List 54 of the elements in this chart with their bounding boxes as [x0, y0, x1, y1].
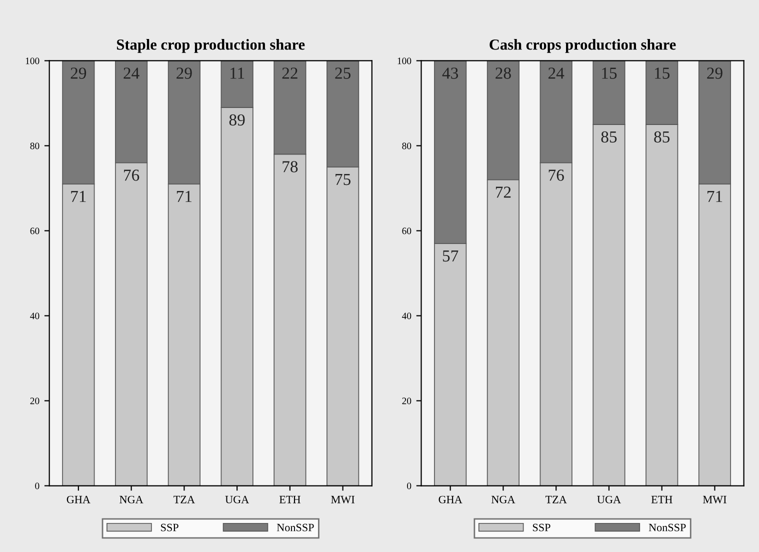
- x-tick-label: MWI: [703, 496, 726, 504]
- data-label: 71: [71, 190, 86, 202]
- data-label: 85: [601, 131, 617, 143]
- y-tick-label: 80: [402, 142, 412, 150]
- y-tick-label: 60: [30, 228, 40, 234]
- data-label: 72: [496, 186, 511, 198]
- data-label: 15: [654, 68, 670, 79]
- data-label: 89: [229, 114, 245, 126]
- x-tick-label: ETH: [651, 496, 672, 504]
- data-label: 75: [336, 174, 351, 186]
- data-label: 76: [548, 170, 564, 181]
- legend-label: SSP: [161, 524, 178, 532]
- data-label: 11: [230, 68, 244, 79]
- y-tick-label: 100: [398, 58, 412, 64]
- x-tick-label: GHA: [66, 496, 90, 504]
- x-tick-label: UGA: [225, 496, 250, 504]
- x-tick-label: MWI: [331, 496, 354, 504]
- x-tick-label: GHA: [438, 496, 462, 504]
- data-label: 29: [707, 68, 722, 79]
- x-tick-label: TZA: [545, 496, 567, 504]
- data-label: 29: [70, 68, 86, 79]
- data-label: 29: [176, 68, 192, 79]
- chart-title: Cash crops production share: [490, 39, 676, 53]
- data-label: 24: [548, 68, 564, 79]
- data-label: 76: [124, 170, 140, 181]
- data-label: 28: [496, 68, 511, 79]
- data-label: 78: [282, 161, 298, 172]
- y-tick-label: 0: [407, 482, 412, 490]
- x-tick-label: NGA: [120, 496, 144, 504]
- x-tick-label: NGA: [491, 496, 516, 504]
- data-label: 25: [335, 68, 351, 79]
- legend-label: SSP: [532, 524, 550, 532]
- data-label: 43: [442, 68, 458, 79]
- data-label: 85: [654, 131, 670, 143]
- data-label: 22: [282, 68, 298, 79]
- x-tick-label: UGA: [597, 496, 621, 504]
- legend-label: NonSSP: [648, 524, 686, 532]
- x-tick-label: ETH: [279, 496, 300, 504]
- y-tick-label: 80: [30, 142, 40, 150]
- data-label: 71: [708, 190, 722, 202]
- chart-title: Staple crop production share: [116, 39, 305, 53]
- y-tick-label: 20: [402, 398, 412, 404]
- y-tick-label: 0: [35, 482, 40, 490]
- data-label: 71: [176, 190, 192, 202]
- y-tick-label: 60: [402, 228, 412, 234]
- y-tick-label: 100: [26, 58, 40, 64]
- y-tick-label: 40: [402, 312, 412, 320]
- legend-label: NonSSP: [276, 524, 314, 532]
- x-tick-label: TZA: [174, 496, 195, 504]
- y-tick-label: 20: [30, 398, 40, 404]
- data-label: 57: [442, 250, 458, 262]
- y-tick-label: 40: [30, 312, 40, 320]
- data-label: 24: [124, 68, 140, 79]
- data-label: 15: [602, 68, 617, 79]
